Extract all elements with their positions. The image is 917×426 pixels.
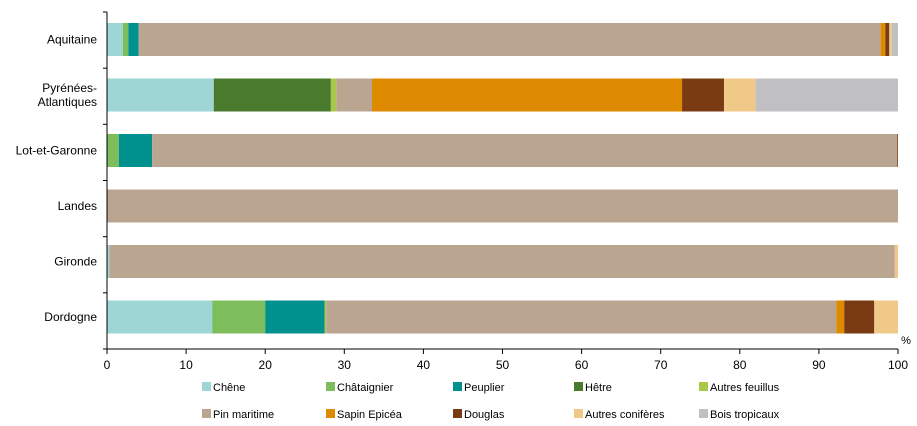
legend-label-2: Peuplier bbox=[464, 382, 505, 394]
legend-swatch-0 bbox=[202, 382, 211, 391]
bar-segment-0-1 bbox=[122, 23, 129, 56]
x-tick-label: 40 bbox=[417, 358, 431, 372]
legend-label-4: Autres feuillus bbox=[710, 382, 780, 394]
bar-segment-1-3 bbox=[213, 78, 331, 112]
bar-segment-0-8 bbox=[889, 23, 892, 56]
bar-segment-1-9 bbox=[755, 78, 898, 112]
bar-segment-5-2 bbox=[265, 300, 325, 334]
category-label-2: Lot-et-Garonne bbox=[16, 144, 98, 158]
x-axis-ticks: 0 10 20 30 40 50 60 70 80 90 100 bbox=[103, 11, 908, 372]
x-tick-label: 70 bbox=[654, 358, 668, 372]
bar-segment-1-5 bbox=[336, 78, 372, 112]
bar-segment-5-7 bbox=[844, 300, 875, 334]
x-tick-label: 90 bbox=[812, 358, 826, 372]
bar-segment-0-2 bbox=[128, 23, 139, 56]
bar-segment-5-5 bbox=[326, 300, 837, 334]
legend-label-3: Hêtre bbox=[585, 382, 612, 394]
x-tick-label: 30 bbox=[338, 358, 352, 372]
bar-segment-5-6 bbox=[836, 300, 845, 334]
bar-segment-5-1 bbox=[212, 300, 266, 334]
x-tick-label: 20 bbox=[259, 358, 273, 372]
bar-segment-2-2 bbox=[118, 134, 153, 167]
legend-label-5: Pin maritime bbox=[213, 409, 274, 421]
bar-segment-1-7 bbox=[682, 78, 724, 112]
x-tick-label: 10 bbox=[179, 358, 193, 372]
bar-segment-5-4 bbox=[324, 300, 327, 334]
category-label-3: Landes bbox=[58, 199, 97, 213]
bar-segment-0-5 bbox=[138, 23, 881, 56]
bar-segment-2-5 bbox=[152, 134, 898, 167]
category-label-5: Dordogne bbox=[44, 310, 97, 324]
legend-label-6: Sapin Epicéa bbox=[337, 409, 403, 421]
legend-label-1: Châtaignier bbox=[337, 382, 394, 394]
bar-segment-3-5 bbox=[107, 189, 898, 223]
legend-swatch-7 bbox=[453, 409, 462, 418]
x-tick-label: 50 bbox=[496, 358, 510, 372]
bar-segment-4-8 bbox=[894, 245, 898, 278]
legend-swatch-5 bbox=[202, 409, 211, 418]
legend: Chêne Châtaignier Peuplier Hêtre Autres feui… bbox=[202, 382, 780, 421]
bars-layer bbox=[107, 23, 898, 334]
x-tick-label: 0 bbox=[104, 358, 111, 372]
legend-swatch-6 bbox=[326, 409, 335, 418]
category-label-4: Gironde bbox=[54, 255, 97, 269]
bar-segment-0-9 bbox=[891, 23, 898, 56]
x-tick-label: 80 bbox=[733, 358, 747, 372]
bar-segment-2-7 bbox=[897, 134, 898, 167]
bar-segment-5-0 bbox=[107, 300, 213, 334]
bar-segment-1-4 bbox=[330, 78, 337, 112]
legend-swatch-9 bbox=[699, 409, 708, 418]
legend-label-7: Douglas bbox=[464, 409, 505, 421]
bar-segment-1-6 bbox=[371, 78, 683, 112]
x-tick-label: 100 bbox=[888, 358, 908, 372]
legend-swatch-4 bbox=[699, 382, 708, 391]
bar-segment-0-0 bbox=[107, 23, 123, 56]
legend-swatch-3 bbox=[574, 382, 583, 391]
legend-label-9: Bois tropicaux bbox=[710, 409, 780, 421]
legend-swatch-8 bbox=[574, 409, 583, 418]
category-labels: Aquitaine Pyrénées-Atlantiques Lot-et-Garo… bbox=[16, 33, 98, 325]
bar-segment-1-0 bbox=[107, 78, 214, 112]
category-label-0: Aquitaine bbox=[47, 33, 97, 47]
legend-label-8: Autres conifères bbox=[585, 409, 665, 421]
x-axis-unit: % bbox=[901, 335, 911, 347]
bar-segment-0-7 bbox=[885, 23, 890, 56]
bar-segment-4-0 bbox=[107, 245, 110, 278]
bar-segment-4-5 bbox=[109, 245, 895, 278]
bar-segment-1-8 bbox=[723, 78, 756, 112]
legend-swatch-1 bbox=[326, 382, 335, 391]
legend-label-0: Chêne bbox=[213, 382, 245, 394]
category-label-1: Pyrénées-Atlantiques bbox=[38, 81, 97, 109]
bar-segment-5-8 bbox=[874, 300, 898, 334]
legend-swatch-2 bbox=[453, 382, 462, 391]
bar-segment-2-1 bbox=[107, 134, 119, 167]
bar-segment-0-6 bbox=[880, 23, 886, 56]
x-tick-label: 60 bbox=[575, 358, 589, 372]
